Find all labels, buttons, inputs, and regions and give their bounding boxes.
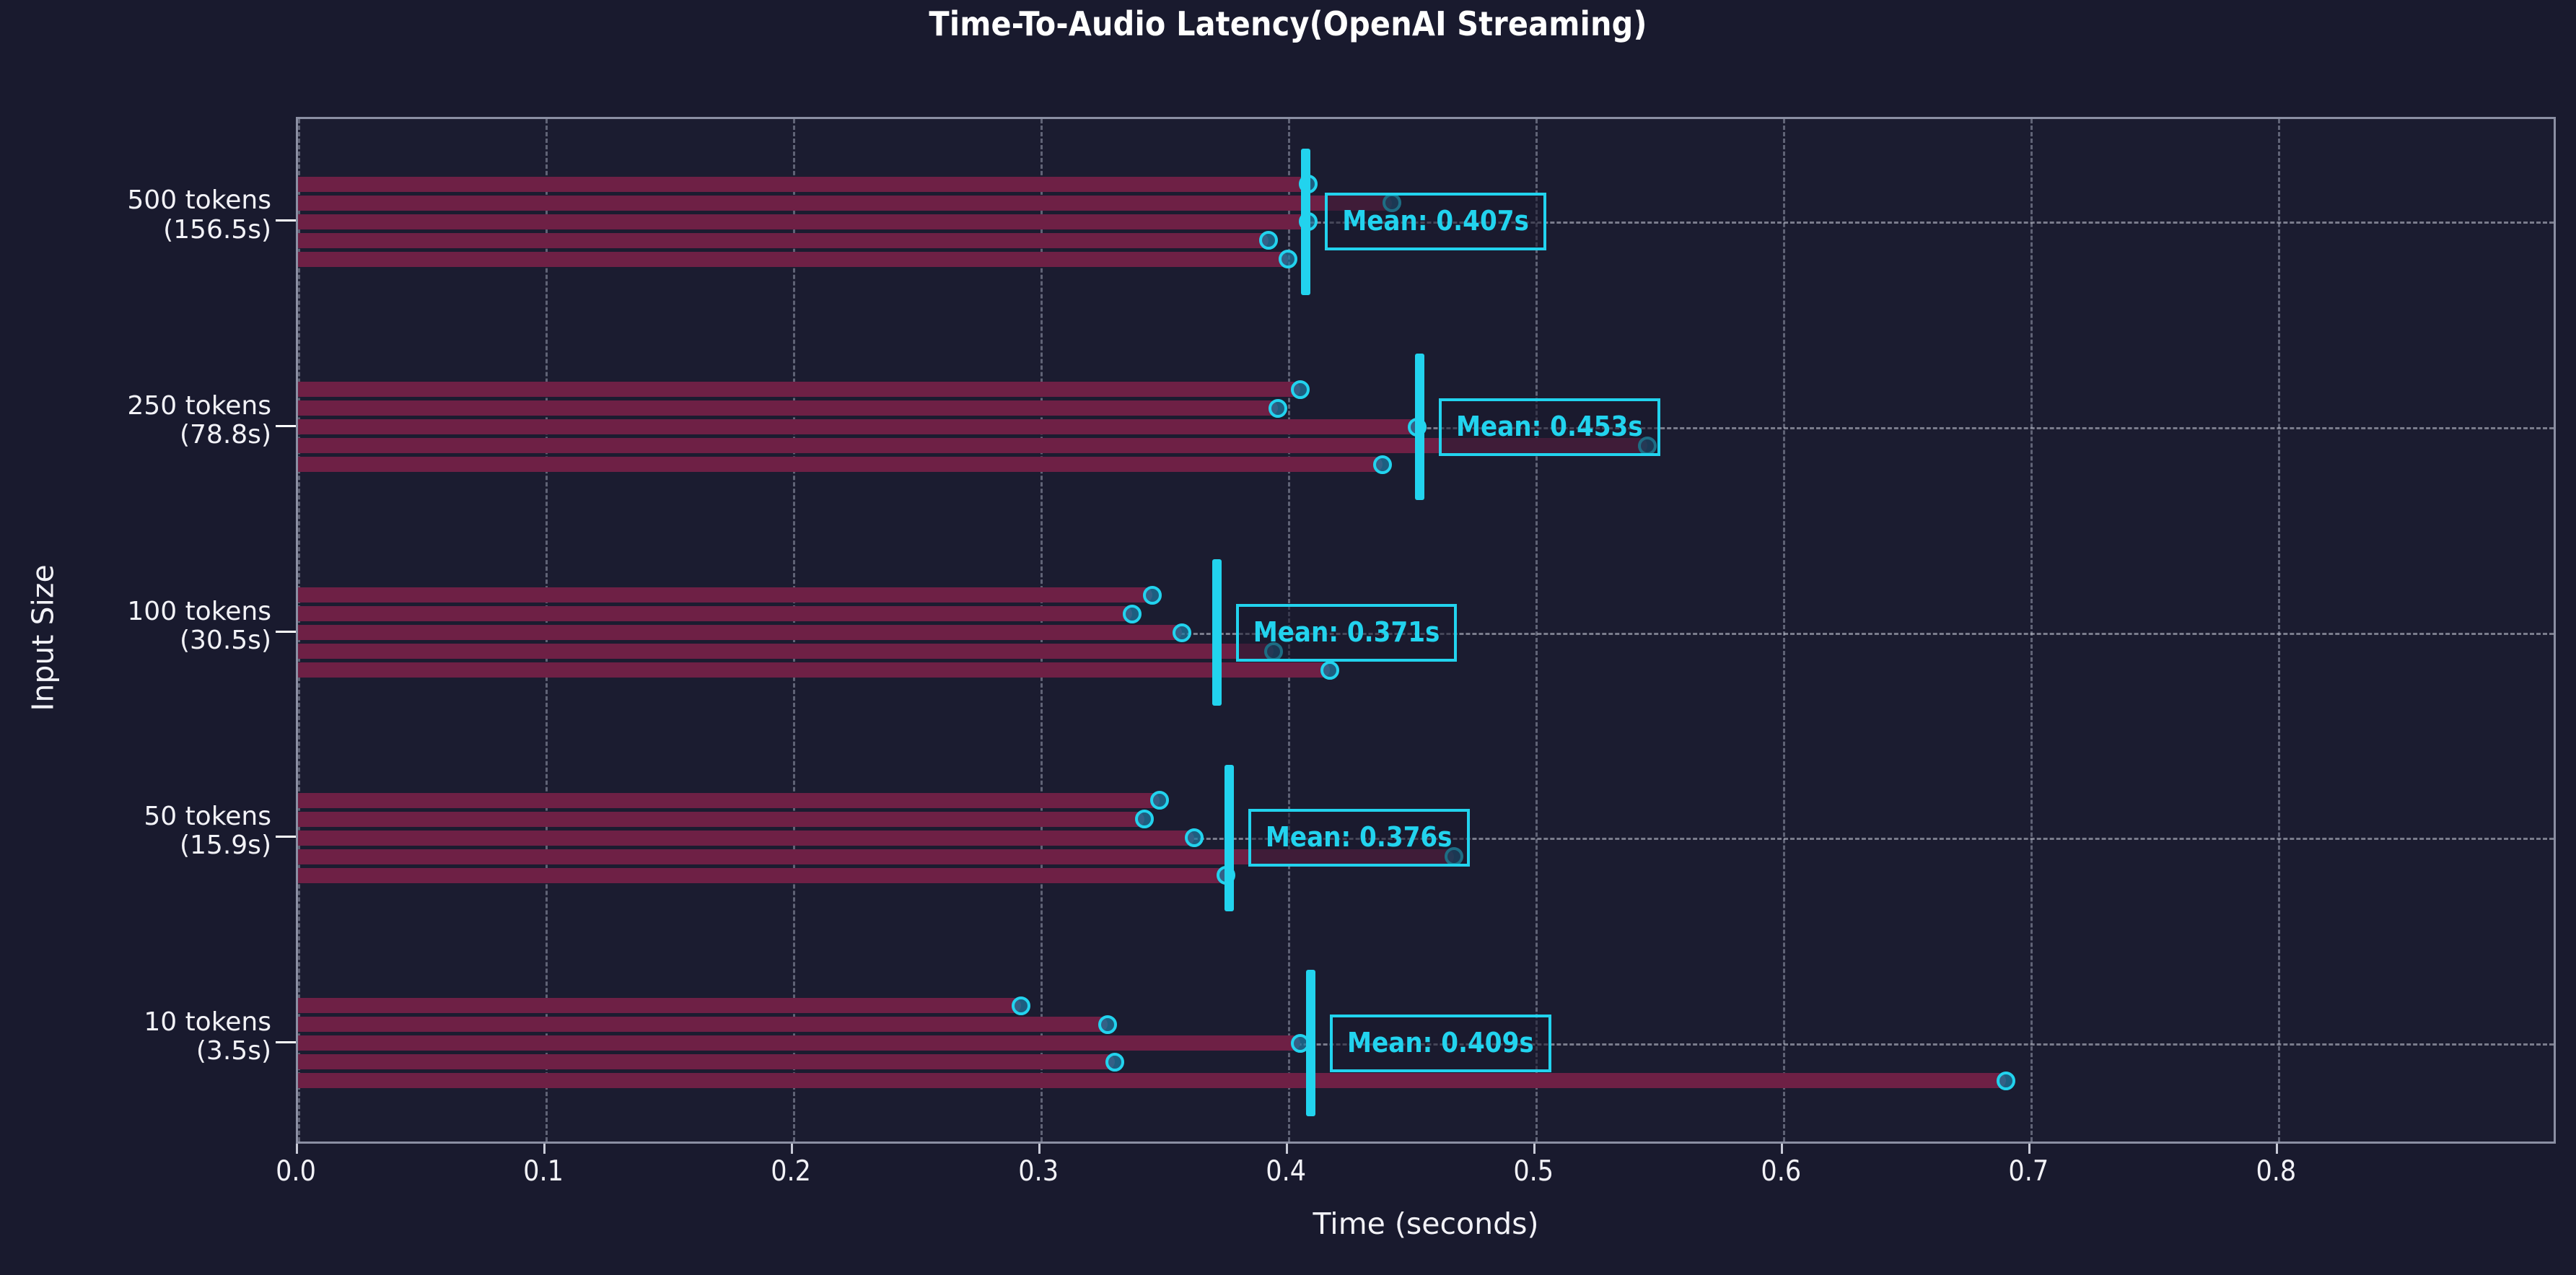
x-gridline [1783, 119, 1786, 1142]
bar [298, 1035, 1301, 1051]
y-axis-tick-label: 100 tokens (30.5s) [127, 596, 271, 655]
bar [298, 232, 1269, 248]
mean-line [1306, 970, 1316, 1117]
data-point-marker [1149, 791, 1169, 810]
y-axis-tick [276, 1040, 296, 1043]
y-axis-tick-label: 500 tokens (156.5s) [127, 185, 271, 245]
y-axis-label: Input Size [25, 564, 61, 711]
y-axis-tick [276, 836, 296, 838]
y-axis-tick-label: 10 tokens (3.5s) [144, 1007, 271, 1066]
mean-label: Mean: 0.371s [1235, 603, 1458, 662]
data-point-marker [1320, 660, 1340, 680]
chart-title: Time-To-Audio Latency(OpenAI Streaming) [929, 4, 1647, 43]
bar [298, 849, 1455, 864]
mean-label: Mean: 0.409s [1330, 1014, 1551, 1072]
bar [298, 792, 1160, 808]
bar [298, 1073, 2006, 1089]
x-axis-tick [791, 1144, 794, 1154]
bar [298, 1054, 1116, 1070]
y-axis-tick [276, 219, 296, 222]
bar [298, 998, 1021, 1014]
x-axis-tick [1038, 1144, 1041, 1154]
x-gridline [1535, 119, 1538, 1142]
data-point-marker [1105, 1052, 1125, 1072]
data-point-marker [1258, 231, 1278, 250]
x-axis-tick-label: 0.6 [1761, 1155, 1802, 1188]
data-point-marker [1011, 996, 1030, 1015]
x-axis-tick [2276, 1144, 2279, 1154]
plot-clip [298, 119, 2554, 1142]
bar [298, 830, 1194, 846]
bar [298, 176, 1308, 192]
bar [298, 644, 1274, 659]
bar [298, 867, 1227, 883]
x-axis-tick [1533, 1144, 1536, 1154]
x-axis-tick [1286, 1144, 1289, 1154]
mean-line [1301, 148, 1311, 295]
x-gridline [2030, 119, 2033, 1142]
data-point-marker [1279, 250, 1298, 269]
x-axis-tick-label: 0.8 [2256, 1155, 2297, 1188]
bar [298, 587, 1152, 603]
mean-line [1414, 354, 1424, 501]
y-axis-tick-label: 50 tokens (15.9s) [144, 802, 271, 861]
bar [298, 606, 1133, 621]
y-axis-tick-label: 250 tokens (78.8s) [127, 390, 271, 450]
data-point-marker [1123, 604, 1142, 623]
x-axis-tick [543, 1144, 546, 1154]
bar [298, 438, 1647, 454]
data-point-marker [1135, 810, 1155, 829]
data-point-marker [1997, 1071, 2015, 1090]
x-axis-tick-label: 0.0 [276, 1155, 316, 1188]
data-point-marker [1291, 380, 1310, 399]
x-axis-tick-label: 0.3 [1018, 1155, 1059, 1188]
bar [298, 457, 1383, 473]
x-axis-tick-label: 0.2 [771, 1155, 811, 1188]
x-axis-tick [296, 1144, 298, 1154]
data-point-marker [1172, 623, 1191, 642]
bar [298, 251, 1289, 267]
x-gridline [2278, 119, 2281, 1142]
data-point-marker [1269, 398, 1288, 418]
data-point-marker [1372, 455, 1392, 474]
bar [298, 1017, 1108, 1033]
x-axis-tick-label: 0.1 [523, 1155, 564, 1188]
bar [298, 214, 1308, 229]
x-axis-tick-label: 0.5 [1513, 1155, 1554, 1188]
bar [298, 195, 1393, 211]
y-axis-tick [276, 630, 296, 633]
mean-label: Mean: 0.407s [1325, 193, 1546, 251]
x-axis-tick [2028, 1144, 2031, 1154]
y-axis-tick [276, 424, 296, 427]
bar [298, 811, 1145, 827]
data-point-marker [1184, 828, 1204, 848]
x-axis-label: Time (seconds) [1313, 1206, 1539, 1241]
bar [298, 382, 1301, 398]
bar [298, 625, 1182, 640]
bar [298, 400, 1279, 416]
data-point-marker [1142, 585, 1162, 605]
mean-label: Mean: 0.376s [1248, 809, 1470, 867]
mean-line [1224, 764, 1234, 911]
mean-line [1212, 559, 1222, 706]
data-point-marker [1098, 1015, 1117, 1034]
bar [298, 419, 1417, 435]
bar [298, 662, 1331, 678]
x-axis-tick [1781, 1144, 1784, 1154]
mean-label: Mean: 0.453s [1438, 398, 1660, 456]
x-axis-tick-label: 0.4 [1266, 1155, 1307, 1188]
x-axis-tick-label: 0.7 [2008, 1155, 2049, 1188]
plot-area: Mean: 0.407s Mean: 0.453s Mean: 0.371s Mean… [296, 117, 2556, 1144]
